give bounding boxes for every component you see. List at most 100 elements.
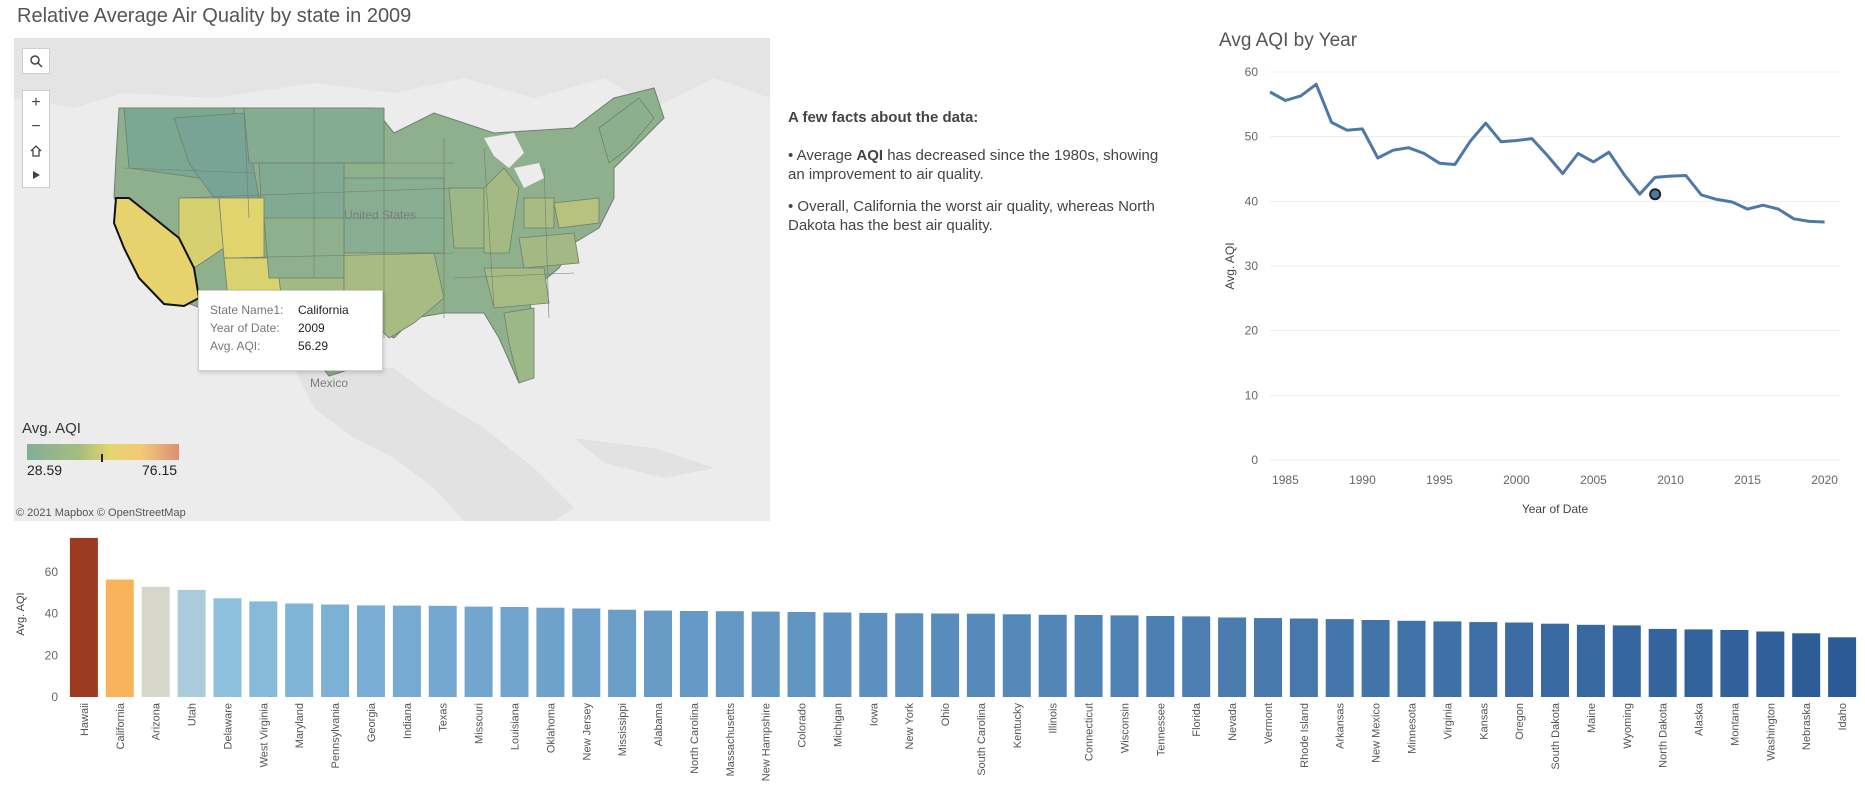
bar bbox=[787, 612, 816, 697]
home-icon-glyph bbox=[30, 145, 42, 157]
bar bbox=[859, 612, 888, 697]
bar bbox=[392, 605, 421, 697]
state-alabama-mississippi[interactable] bbox=[483, 267, 550, 309]
legend-marker bbox=[101, 454, 103, 462]
state-pennsylvania[interactable] bbox=[553, 197, 600, 229]
tooltip-aqi-key: Avg. AQI: bbox=[210, 339, 261, 353]
state-ohio[interactable] bbox=[523, 197, 555, 229]
legend-title: Avg. AQI bbox=[22, 420, 81, 437]
fact-1-bold: AQI bbox=[856, 147, 884, 164]
legend-max: 76.15 bbox=[142, 462, 178, 478]
facts-heading: A few facts about the data: bbox=[788, 109, 979, 126]
bar-category-label: Iowa bbox=[868, 702, 880, 726]
bar-category-label: New Mexico bbox=[1371, 703, 1383, 763]
legend-min: 28.59 bbox=[27, 462, 63, 478]
bar bbox=[1146, 616, 1175, 697]
bar-category-label: Nebraska bbox=[1801, 702, 1813, 750]
state-california-selected[interactable] bbox=[112, 197, 201, 308]
state-florida[interactable] bbox=[503, 307, 535, 384]
line-y-axis-label: Avg. AQI bbox=[1223, 242, 1237, 289]
bar-category-label: Florida bbox=[1191, 702, 1203, 737]
bar bbox=[1469, 622, 1498, 697]
caribbean-landmass bbox=[574, 438, 714, 478]
bar-category-label: Idaho bbox=[1837, 703, 1849, 731]
bar-category-label: Louisiana bbox=[510, 702, 522, 750]
mexico-landmass bbox=[294, 368, 574, 521]
line-x-tick-label: 2005 bbox=[1580, 473, 1607, 487]
state-borders bbox=[123, 107, 575, 338]
home-icon[interactable] bbox=[23, 139, 49, 163]
line-y-tick-label: 10 bbox=[1245, 388, 1259, 402]
bar bbox=[357, 605, 385, 697]
bar bbox=[1254, 618, 1282, 697]
state-utah[interactable] bbox=[218, 197, 265, 259]
bar bbox=[1576, 624, 1605, 697]
line-series-avg-aqi bbox=[1269, 82, 1825, 224]
state-illinois-indiana[interactable] bbox=[483, 167, 520, 254]
bar bbox=[1038, 614, 1067, 697]
bar-category-label: Arizona bbox=[151, 702, 163, 740]
line-y-tick-label: 20 bbox=[1245, 324, 1259, 338]
facts-panel: A few facts about the data: • Average AQ… bbox=[788, 108, 1178, 248]
map-search-control[interactable] bbox=[22, 48, 50, 74]
bar-category-label: Tennessee bbox=[1155, 703, 1167, 756]
map-attribution[interactable]: © 2021 Mapbox © OpenStreetMap bbox=[16, 507, 186, 519]
map-label-mexico: Mexico bbox=[310, 376, 349, 390]
bar-category-label: Virginia bbox=[1442, 702, 1454, 739]
bar-category-label: Oregon bbox=[1514, 703, 1526, 740]
bar-category-label: Wyoming bbox=[1622, 703, 1634, 749]
state-nevada[interactable] bbox=[178, 197, 225, 269]
map-label-united-states: United States bbox=[344, 208, 417, 222]
bar-category-label: Connecticut bbox=[1084, 703, 1096, 761]
bar-category-label: Georgia bbox=[366, 702, 378, 742]
line-y-tick-label: 50 bbox=[1245, 130, 1259, 144]
bar-category-label: Missouri bbox=[474, 703, 486, 744]
bar-chart[interactable]: 0 20 40 60 Avg. AQI Hawaii California Arizona Ut… bbox=[0, 522, 1865, 795]
bar bbox=[1397, 620, 1426, 697]
bar-category-label: Washington bbox=[1765, 703, 1777, 761]
bar bbox=[105, 579, 134, 697]
zoom-in-button[interactable]: + bbox=[31, 94, 41, 111]
search-icon[interactable] bbox=[23, 49, 49, 73]
tooltip-year-value: 2009 bbox=[298, 321, 325, 335]
bar bbox=[141, 586, 170, 697]
bar bbox=[1828, 637, 1857, 697]
legend-color-ramp bbox=[27, 444, 179, 460]
play-icon-glyph bbox=[33, 171, 40, 179]
bar bbox=[464, 606, 493, 697]
bar bbox=[1074, 615, 1103, 697]
line-x-axis-label: Year of Date bbox=[1522, 502, 1589, 516]
bar-category-label: New Jersey bbox=[581, 703, 593, 761]
line-chart[interactable]: 0 10 20 30 40 50 60 1985 1990 1995 2000 2005 2010 201… bbox=[1215, 58, 1865, 528]
bar-category-label: Minnesota bbox=[1407, 702, 1419, 754]
line-y-tick-label: 60 bbox=[1245, 65, 1259, 79]
line-x-tick-label: 2000 bbox=[1503, 473, 1530, 487]
us-state-map[interactable] bbox=[14, 38, 770, 521]
bar-category-label: Alaska bbox=[1694, 702, 1706, 736]
bar bbox=[1182, 616, 1211, 697]
bar-category-label: Vermont bbox=[1263, 703, 1275, 744]
state-colorado[interactable] bbox=[263, 217, 345, 279]
bar-y-axis-label: Avg. AQI bbox=[15, 592, 27, 635]
state-missouri[interactable] bbox=[448, 187, 485, 249]
zoom-out-button[interactable]: − bbox=[31, 118, 41, 135]
bar bbox=[1289, 618, 1318, 697]
state-new-england[interactable] bbox=[598, 97, 655, 164]
bar bbox=[1541, 623, 1569, 697]
bar bbox=[500, 607, 529, 697]
bar-category-label: New Hampshire bbox=[761, 703, 773, 781]
map-panel[interactable]: United States Mexico + − State Name1: Cal… bbox=[14, 38, 770, 521]
play-icon[interactable] bbox=[23, 163, 49, 187]
tooltip-aqi-value: 56.29 bbox=[298, 339, 329, 353]
bar bbox=[1648, 628, 1677, 697]
line-x-tick-label: 1995 bbox=[1426, 473, 1453, 487]
tooltip-state-key: State Name1: bbox=[210, 303, 284, 317]
bar-category-label: Delaware bbox=[223, 703, 235, 749]
bar bbox=[931, 613, 960, 697]
bar-category-label: California bbox=[115, 702, 127, 749]
bar-category-label: Ohio bbox=[940, 703, 952, 726]
state-tennessee-kentucky[interactable] bbox=[518, 232, 580, 269]
line-y-tick-label: 30 bbox=[1245, 259, 1259, 273]
state-wyoming[interactable] bbox=[258, 162, 345, 219]
bar bbox=[69, 537, 98, 697]
